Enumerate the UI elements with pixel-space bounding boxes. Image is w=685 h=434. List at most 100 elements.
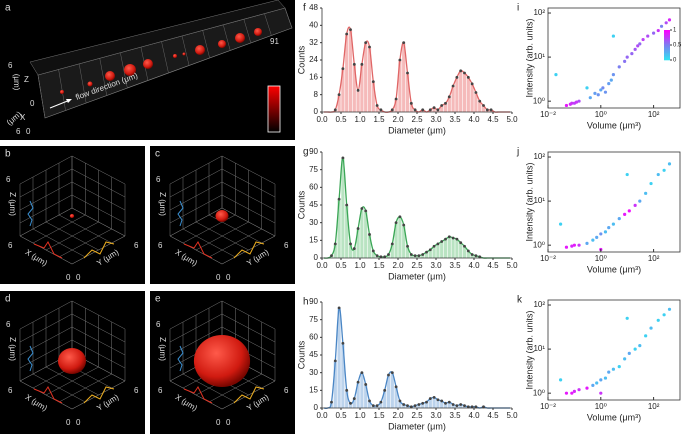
projection-x [183, 241, 213, 259]
bar [364, 42, 368, 112]
y-tick-label: 10⁰ [533, 388, 545, 397]
bar [424, 402, 429, 408]
data-point [459, 241, 463, 245]
bar [337, 199, 341, 258]
bar [337, 94, 341, 112]
projection-z [27, 200, 34, 227]
data-point [356, 380, 360, 384]
data-point [341, 156, 345, 160]
data-point [627, 209, 631, 213]
end-label: 91 [270, 37, 279, 46]
data-point [341, 341, 345, 345]
grid-line [71, 380, 126, 410]
data-point [432, 106, 436, 110]
bar [462, 73, 467, 112]
bar [478, 101, 482, 112]
bar [402, 42, 406, 112]
data-point [436, 242, 440, 246]
data-point [368, 45, 371, 49]
axis-max: 6 [8, 61, 13, 70]
grid-line [221, 380, 276, 410]
data-point [463, 71, 466, 75]
data-point [652, 31, 656, 35]
colorbar-segment [664, 49, 670, 52]
data-point [387, 373, 390, 377]
bar [398, 400, 402, 408]
axis-max: 6 [134, 241, 139, 250]
data-point [591, 383, 595, 388]
droplet [124, 64, 136, 76]
plot-frame [547, 299, 681, 401]
axis-max: 6 [156, 320, 161, 329]
slice-line [223, 24, 231, 51]
bar [451, 237, 455, 258]
data-point [379, 255, 383, 259]
data-point [664, 21, 668, 25]
bar [440, 400, 444, 408]
bar [436, 399, 440, 408]
data-point [659, 24, 664, 28]
x-tick-label: 3.0 [430, 115, 442, 124]
y-tick-label: 30 [309, 368, 318, 377]
bar [443, 103, 448, 112]
data-point [662, 313, 666, 317]
data-point [601, 86, 605, 90]
droplet [69, 214, 75, 218]
data-point [447, 95, 451, 99]
x-tick-label: 4.0 [468, 411, 480, 420]
x-tick-label: 10⁰ [595, 110, 607, 119]
grid-line [19, 313, 73, 343]
data-point [451, 403, 455, 406]
x-tick-label: 10² [648, 110, 660, 119]
data-point [337, 197, 341, 201]
bar [333, 360, 337, 408]
data-point [593, 91, 597, 96]
grid-line [71, 168, 126, 198]
data-point [406, 404, 409, 408]
grid-line [221, 207, 276, 237]
bar [421, 254, 425, 258]
data-point [440, 399, 444, 403]
axis-max: 6 [158, 241, 163, 250]
grid-line [221, 300, 276, 330]
bar [367, 234, 372, 258]
data-point [440, 104, 444, 107]
data-point [644, 191, 648, 195]
data-point [667, 162, 672, 166]
slice-line [243, 19, 252, 44]
data-point [364, 41, 368, 45]
droplet [193, 335, 251, 387]
projection-z [177, 200, 184, 227]
colorbar-tick-label: 0 [673, 58, 677, 64]
droplet [182, 52, 186, 56]
bar [360, 372, 364, 408]
bar [356, 90, 360, 112]
y-tick-label: 90 [309, 297, 318, 306]
bar [394, 222, 398, 258]
data-point [611, 34, 615, 38]
colorbar-segment [664, 58, 670, 61]
bar [405, 73, 410, 112]
data-point [444, 401, 447, 405]
x-axis-label: Diameter (μm) [388, 421, 446, 431]
droplet [143, 59, 153, 69]
colorbar-segment [664, 30, 670, 32]
droplet [173, 54, 177, 58]
data-point [478, 255, 482, 259]
bar [356, 382, 360, 408]
data-point [585, 241, 589, 245]
data-point [638, 344, 642, 348]
bar [341, 157, 345, 258]
data-point [455, 404, 459, 408]
bar [447, 96, 451, 112]
x-tick-label: 2.0 [392, 261, 404, 270]
bar [451, 404, 455, 408]
data-point [595, 235, 599, 240]
data-point [633, 47, 637, 51]
colorbar-segment [664, 39, 670, 41]
data-point [356, 88, 360, 92]
data-point [599, 391, 603, 395]
projection-x [33, 386, 63, 404]
data-point [638, 42, 642, 46]
x-tick-label: 1.5 [373, 115, 385, 124]
